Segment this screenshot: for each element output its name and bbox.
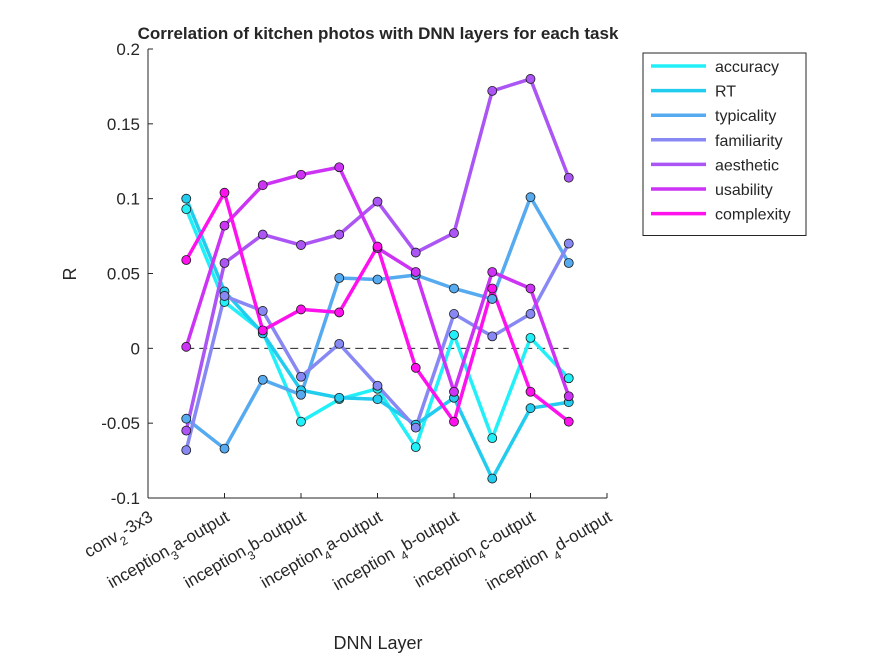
x-tick-label: inception 4b-output xyxy=(330,507,466,600)
legend-label: typicality xyxy=(715,108,776,125)
series-line xyxy=(185,195,571,451)
data-point xyxy=(334,307,345,318)
data-point xyxy=(257,306,268,316)
data-point xyxy=(449,386,459,397)
data-point xyxy=(257,229,268,240)
legend-label: aesthetic xyxy=(715,157,779,174)
data-point xyxy=(525,332,536,343)
data-point xyxy=(487,331,498,342)
y-tick-label: 0.2 xyxy=(116,40,140,59)
data-point xyxy=(372,394,383,405)
data-point xyxy=(296,371,306,382)
series-line xyxy=(184,77,571,432)
data-point xyxy=(525,192,536,203)
data-point xyxy=(525,74,536,84)
x-tick-label: inception 4d-output xyxy=(483,507,619,600)
series-line xyxy=(184,242,571,451)
data-point xyxy=(410,422,421,433)
data-point xyxy=(487,473,498,484)
data-point xyxy=(181,341,192,352)
data-point xyxy=(449,283,459,294)
y-tick-label: 0.15 xyxy=(107,115,140,134)
data-point xyxy=(372,274,383,285)
data-point xyxy=(410,267,421,277)
legend-label: familiarity xyxy=(715,133,783,150)
data-point xyxy=(563,258,574,268)
data-point xyxy=(563,238,574,249)
data-point xyxy=(181,255,192,265)
y-tick-label: -0.05 xyxy=(101,414,140,433)
y-tick-label: -0.1 xyxy=(111,489,140,508)
data-point xyxy=(449,416,459,427)
data-point xyxy=(181,413,192,424)
data-point xyxy=(449,309,459,319)
data-point xyxy=(372,196,383,207)
data-point xyxy=(525,386,536,397)
data-point xyxy=(487,294,498,304)
legend-label: complexity xyxy=(715,207,791,224)
data-point xyxy=(334,392,345,403)
chart-title: Correlation of kitchen photos with DNN l… xyxy=(138,24,619,43)
data-point xyxy=(181,193,192,204)
data-point xyxy=(334,162,345,173)
data-point xyxy=(563,172,574,183)
data-point xyxy=(296,416,306,427)
data-point xyxy=(257,325,268,336)
legend-label: RT xyxy=(715,84,736,101)
data-point xyxy=(257,374,268,385)
data-point xyxy=(563,416,574,427)
data-point xyxy=(219,443,230,454)
data-point xyxy=(296,389,306,400)
y-axis-label: R xyxy=(60,268,80,281)
data-point xyxy=(410,247,421,258)
data-point xyxy=(449,228,459,238)
data-point xyxy=(181,204,192,215)
data-point xyxy=(410,442,421,453)
data-point xyxy=(334,338,345,349)
data-point xyxy=(296,304,306,315)
data-point xyxy=(296,169,306,180)
data-point xyxy=(487,283,498,294)
x-axis-label: DNN Layer xyxy=(333,633,422,653)
legend-label: usability xyxy=(715,182,773,199)
data-point xyxy=(563,373,574,384)
y-tick-label: 0.05 xyxy=(107,265,140,284)
data-point xyxy=(219,258,230,268)
data-point xyxy=(525,403,536,414)
data-point xyxy=(525,283,536,294)
data-point xyxy=(410,362,421,373)
data-point xyxy=(219,220,230,231)
data-point xyxy=(563,391,574,402)
legend-box xyxy=(642,52,807,236)
data-point xyxy=(334,273,345,283)
y-tick-label: 0 xyxy=(131,339,140,358)
y-tick-label: 0.1 xyxy=(116,190,140,209)
legend-label: accuracy xyxy=(715,59,779,76)
data-point xyxy=(372,241,383,252)
data-point xyxy=(487,433,498,444)
data-point xyxy=(219,187,230,198)
data-point xyxy=(219,291,230,301)
data-point xyxy=(449,329,459,340)
data-point xyxy=(257,180,268,191)
data-point xyxy=(525,309,536,319)
data-point xyxy=(372,380,383,391)
data-point xyxy=(181,425,192,436)
data-point xyxy=(487,267,498,277)
data-point xyxy=(487,86,498,96)
data-point xyxy=(296,240,306,250)
data-point xyxy=(181,445,192,456)
data-point xyxy=(334,229,345,240)
